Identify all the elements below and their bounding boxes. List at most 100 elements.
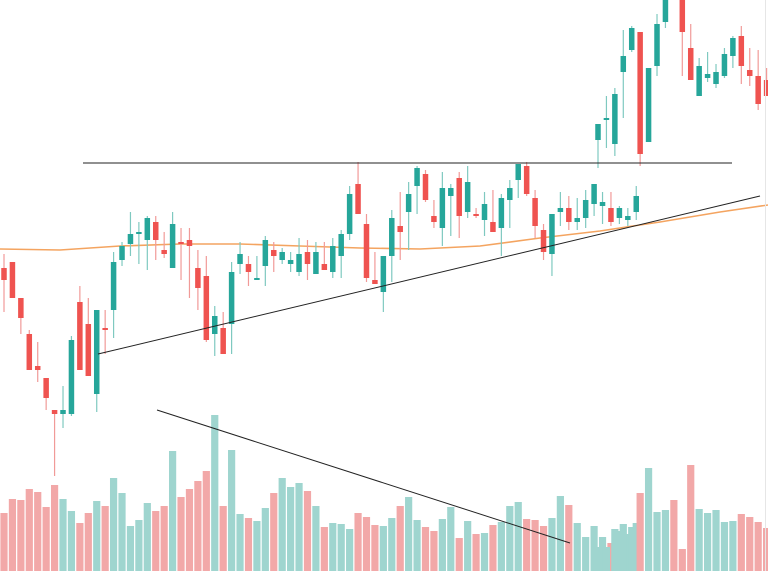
candle bbox=[279, 248, 285, 264]
candle bbox=[262, 236, 269, 286]
candle bbox=[591, 184, 597, 216]
candle bbox=[186, 228, 193, 298]
candles bbox=[1, 0, 768, 476]
volume-bar bbox=[602, 547, 611, 571]
volume-bar bbox=[644, 468, 653, 571]
candle bbox=[608, 192, 614, 226]
volume-bar bbox=[126, 526, 135, 571]
volume-bar bbox=[312, 506, 320, 571]
volume-bar bbox=[76, 523, 84, 571]
candle bbox=[152, 216, 159, 260]
candle bbox=[1, 254, 7, 312]
volume-bar bbox=[346, 529, 354, 571]
candle bbox=[296, 238, 302, 276]
volume-bar bbox=[489, 525, 497, 571]
volume-bar bbox=[754, 522, 762, 571]
candle bbox=[68, 336, 75, 416]
volume-bar bbox=[50, 485, 59, 571]
volume-bar bbox=[598, 537, 607, 571]
volume-bar bbox=[396, 506, 404, 571]
candle bbox=[704, 52, 711, 82]
candle bbox=[304, 240, 311, 280]
candle bbox=[195, 250, 201, 310]
volume-bar bbox=[109, 478, 118, 571]
candle bbox=[507, 180, 513, 228]
volume-bar bbox=[388, 518, 396, 571]
candle bbox=[566, 196, 572, 230]
volume-bar bbox=[472, 534, 480, 571]
candle bbox=[464, 166, 471, 218]
volume-bar bbox=[42, 507, 50, 571]
volume-bar bbox=[464, 521, 472, 571]
candle bbox=[687, 24, 694, 80]
candle bbox=[633, 186, 639, 220]
volume-bar bbox=[93, 501, 101, 571]
candle bbox=[51, 410, 58, 476]
candle bbox=[721, 48, 728, 78]
trendline-rising-support[interactable] bbox=[97, 195, 761, 355]
volume-bar bbox=[287, 487, 295, 571]
volume-bar bbox=[480, 533, 489, 571]
candle bbox=[696, 58, 702, 96]
volume-bar bbox=[695, 509, 703, 571]
candle bbox=[603, 96, 610, 148]
volume-bar bbox=[135, 520, 143, 571]
candle bbox=[271, 242, 277, 272]
candle bbox=[161, 232, 167, 258]
candle bbox=[679, 0, 686, 76]
volume-bar bbox=[303, 491, 312, 571]
candle bbox=[616, 206, 623, 224]
volume-bar bbox=[611, 529, 619, 571]
volume-bar bbox=[539, 526, 548, 571]
candle bbox=[110, 252, 117, 338]
volume-bar bbox=[211, 415, 219, 571]
candle bbox=[532, 190, 538, 238]
candle bbox=[119, 242, 125, 266]
candle bbox=[620, 30, 627, 118]
volume-bar bbox=[712, 510, 720, 571]
candle bbox=[422, 170, 429, 202]
volume-bar bbox=[84, 513, 92, 571]
candle bbox=[245, 256, 252, 286]
candle bbox=[713, 64, 719, 88]
candle bbox=[389, 210, 395, 282]
volume-bar bbox=[531, 520, 539, 571]
candle bbox=[595, 124, 601, 168]
trendline-volume-downtrend[interactable] bbox=[156, 409, 571, 544]
candle bbox=[515, 164, 521, 198]
candle bbox=[26, 330, 33, 370]
volume-bar bbox=[118, 493, 126, 571]
volume-bar bbox=[687, 465, 695, 571]
volume-bar bbox=[573, 523, 581, 571]
candle bbox=[321, 242, 328, 270]
volume-bar bbox=[236, 514, 244, 571]
volume-bar bbox=[565, 505, 573, 571]
candle bbox=[397, 192, 403, 260]
trendlines[interactable] bbox=[83, 162, 761, 544]
candle bbox=[330, 238, 336, 278]
volume-bar bbox=[101, 506, 109, 571]
volume-bar bbox=[194, 481, 202, 571]
volume-bar bbox=[253, 521, 261, 571]
candle bbox=[355, 162, 361, 214]
volume-bar bbox=[362, 517, 371, 571]
volume-bar bbox=[228, 450, 236, 571]
volume-bar bbox=[59, 499, 67, 571]
volume-bar bbox=[678, 549, 686, 571]
candle bbox=[380, 256, 387, 312]
candle bbox=[346, 186, 353, 240]
candle bbox=[662, 0, 669, 28]
candle bbox=[102, 310, 108, 354]
candle bbox=[612, 88, 618, 156]
candle bbox=[338, 230, 344, 278]
candle bbox=[372, 252, 378, 284]
candle bbox=[448, 184, 454, 236]
candle bbox=[523, 162, 530, 196]
candle bbox=[127, 212, 134, 256]
candle bbox=[540, 224, 547, 260]
volume-bar bbox=[34, 492, 42, 571]
volume-bar bbox=[219, 506, 227, 571]
volume-bar bbox=[582, 537, 590, 571]
volume-bar bbox=[438, 519, 446, 571]
